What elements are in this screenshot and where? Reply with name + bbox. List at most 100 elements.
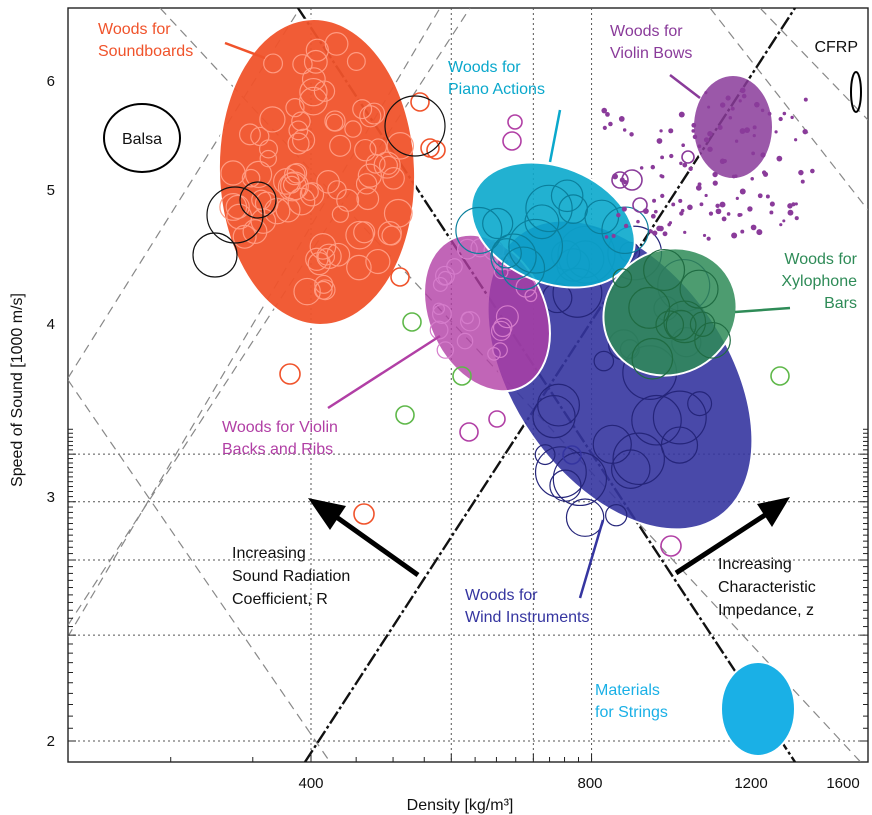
bow-point — [604, 235, 609, 239]
bow-point — [636, 219, 640, 224]
region-label-line: Bars — [824, 295, 857, 312]
bow-point — [707, 105, 711, 109]
outlier-circle — [770, 366, 790, 386]
outlier-circle — [660, 535, 682, 557]
bow-point — [697, 144, 702, 149]
sample-circle — [495, 305, 519, 329]
sample-circle — [491, 238, 522, 269]
sample-circle — [329, 134, 352, 157]
outlier-circle — [562, 445, 582, 465]
bow-point — [688, 166, 693, 172]
region-label-line: Woods for — [784, 251, 857, 268]
bow-point — [712, 180, 718, 186]
sample-circle — [331, 205, 349, 223]
sample-circle — [532, 394, 576, 439]
plot-frame — [67, 7, 869, 763]
sample-circle — [381, 225, 402, 246]
region-woods-for-violin-bows — [692, 74, 774, 180]
sample-circle — [345, 220, 374, 250]
sample-circle — [353, 221, 376, 244]
region-woods-for-soundboards — [217, 18, 417, 326]
bow-point — [662, 231, 668, 237]
sample-circle — [456, 332, 474, 350]
bow-point — [622, 128, 627, 132]
y-tick-label: 4 — [47, 316, 55, 333]
bow-point — [692, 134, 698, 140]
sample-circle — [493, 264, 509, 280]
bow-point — [769, 210, 774, 215]
outlier-circle — [353, 503, 375, 525]
sample-circle — [344, 120, 362, 138]
sample-circle — [537, 383, 580, 427]
sample-circle — [365, 248, 391, 275]
bow-point — [660, 155, 665, 160]
bow-point — [787, 209, 794, 216]
annotation-line: Characteristic — [718, 579, 816, 596]
sample-circle — [549, 469, 582, 502]
bow-point — [798, 169, 804, 176]
sample-circle — [386, 132, 415, 160]
bow-point — [669, 153, 674, 159]
sample-circle — [309, 233, 337, 260]
region-label-line: Violin Bows — [610, 45, 692, 62]
bow-point — [740, 229, 745, 234]
sample-circle — [492, 342, 508, 359]
bow-point — [652, 230, 658, 236]
bow-point — [779, 223, 783, 227]
annotation-line: Increasing — [718, 556, 792, 573]
outline-circle — [239, 181, 277, 219]
sample-circle — [346, 254, 372, 281]
bow-point — [735, 196, 739, 201]
bow-point — [778, 116, 783, 122]
bow-point — [752, 125, 757, 130]
outlier-circle — [402, 312, 422, 332]
sample-circle — [492, 317, 513, 338]
bow-point — [678, 198, 683, 203]
sample-circle — [299, 77, 328, 107]
leader-lines — [224, 41, 791, 599]
outlier-circle — [452, 366, 472, 386]
arrow-impedance — [674, 497, 790, 576]
dashed-guide-line — [759, 8, 868, 121]
x-tick-label: 1600 — [826, 775, 859, 792]
sample-circle — [241, 168, 261, 188]
bow-point — [731, 174, 736, 179]
sample-circle — [357, 163, 382, 188]
regions — [103, 18, 862, 757]
region-label-line: Piano Actions — [448, 81, 545, 98]
bow-point — [787, 203, 793, 209]
region-balsa — [103, 103, 181, 173]
sample-circle — [687, 391, 713, 417]
outlier-circle — [459, 422, 479, 442]
bow-point — [683, 230, 687, 234]
sample-circle — [491, 320, 512, 342]
sample-circle — [293, 277, 321, 306]
bow-point — [715, 208, 722, 215]
region-label-line: Wind Instruments — [465, 609, 589, 626]
outlier-circle — [488, 410, 506, 428]
bow-point — [739, 188, 746, 195]
sample-circle — [259, 106, 286, 133]
bow-point — [717, 125, 723, 131]
sample-circle — [565, 498, 605, 537]
region-label-line: Balsa — [122, 131, 162, 148]
bow-point — [682, 162, 688, 168]
sample-circle — [665, 309, 697, 341]
bow-point — [790, 115, 794, 120]
sample-circle — [655, 310, 685, 340]
outlier-circle — [410, 92, 430, 112]
sample-circle — [324, 110, 346, 132]
bow-point — [737, 213, 742, 217]
sample-circle — [283, 163, 306, 186]
bow-point — [757, 193, 763, 199]
bow-point — [667, 222, 671, 227]
bow-point — [691, 129, 696, 133]
bow-point — [691, 122, 697, 128]
bow-point — [618, 116, 625, 122]
region-label-line: Woods for — [448, 59, 521, 76]
sample-circle — [610, 449, 651, 489]
sample-circle — [305, 247, 329, 271]
bow-point — [639, 166, 644, 170]
bow-point — [602, 125, 607, 130]
bow-point — [611, 233, 616, 239]
